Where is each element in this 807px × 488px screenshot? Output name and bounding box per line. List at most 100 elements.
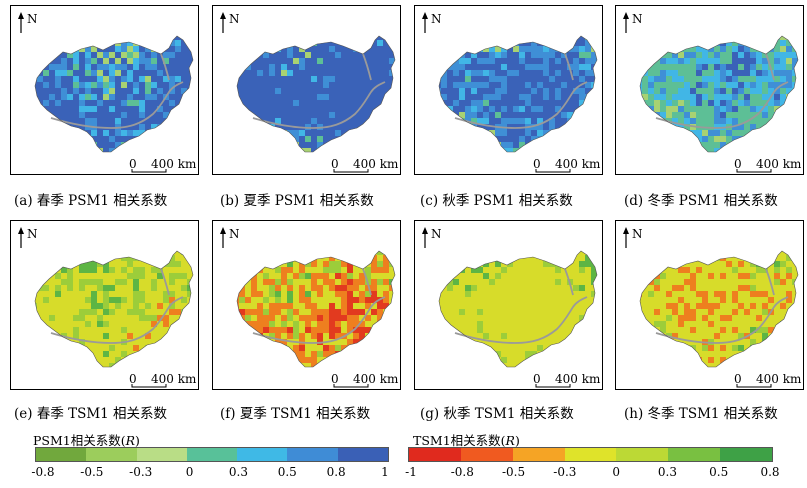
scale-zero-label: 0 xyxy=(331,157,339,171)
map-panel-a: N 0 400 km xyxy=(10,5,199,175)
psm-legend-colorbar xyxy=(35,447,389,462)
psm-legend-swatch xyxy=(86,448,137,461)
map-panel-d: N 0 400 km xyxy=(615,5,804,175)
panel-caption: (e) 春季 TSM1 相关系数 xyxy=(14,406,168,422)
north-label: N xyxy=(27,12,38,26)
psm-legend-title-var: R xyxy=(125,433,136,448)
scale-zero-label: 0 xyxy=(129,372,137,386)
north-label: N xyxy=(229,227,240,241)
psm-legend-tick: -0.3 xyxy=(129,465,153,479)
psm-legend-tick: -0.5 xyxy=(80,465,104,479)
north-arrow-icon xyxy=(220,227,226,248)
scale-bar xyxy=(333,384,369,388)
psm-legend-title: PSM1相关系数(R) xyxy=(33,430,140,449)
scale-zero-label: 0 xyxy=(129,157,137,171)
scale-bar xyxy=(131,384,167,388)
correlation-map xyxy=(623,227,799,388)
tsm-legend-swatch xyxy=(720,448,773,461)
tsm-legend-title: TSM1相关系数(R) xyxy=(413,430,520,449)
scale-bar xyxy=(736,169,772,173)
scale-zero-label: 0 xyxy=(533,157,541,171)
psm-legend-swatch xyxy=(136,448,187,461)
north-label: N xyxy=(632,227,643,241)
scale-bar xyxy=(535,384,571,388)
panel-caption: (f) 夏季 TSM1 相关系数 xyxy=(220,406,371,422)
correlation-map xyxy=(422,12,598,173)
psm-legend-title-suffix: ) xyxy=(135,433,140,448)
tsm-legend-tick: 0.8 xyxy=(760,465,780,479)
scale-distance-label: 400 km xyxy=(353,157,399,171)
panel-caption: (g) 秋季 TSM1 相关系数 xyxy=(420,406,574,422)
panel-caption: (d) 冬季 PSM1 相关系数 xyxy=(624,193,778,209)
tsm-legend-title-var: R xyxy=(505,433,515,448)
correlation-map xyxy=(18,12,194,173)
psm-legend-tick: 1 xyxy=(381,465,389,479)
psm-legend-tick: 0.8 xyxy=(326,465,346,479)
scale-distance-label: 400 km xyxy=(756,157,802,171)
north-arrow-icon xyxy=(422,12,428,33)
north-label: N xyxy=(431,12,442,26)
psm-legend-swatch xyxy=(186,448,238,461)
tsm-legend-tick: -1 xyxy=(405,465,417,479)
correlation-map xyxy=(18,227,194,388)
scale-bar xyxy=(131,169,167,173)
map-panel-e: N 0 400 km xyxy=(10,220,199,390)
tsm-legend-tick: -0.5 xyxy=(501,465,526,479)
tsm-legend-tick: -0.8 xyxy=(450,465,474,479)
psm-legend-title-prefix: PSM1相关系数( xyxy=(33,433,126,448)
scale-distance-label: 400 km xyxy=(353,372,399,386)
north-arrow-icon xyxy=(220,12,226,33)
psm-legend-tick: 0.3 xyxy=(228,465,248,479)
psm-legend-tick: 0 xyxy=(185,465,194,479)
map-panel-h: N 0 400 km xyxy=(615,220,804,390)
map-panel-g: N 0 400 km xyxy=(414,220,603,390)
map-panel-c: N 0 400 km xyxy=(414,5,603,175)
correlation-map xyxy=(220,12,396,173)
tsm-legend-swatch xyxy=(460,448,513,461)
north-arrow-icon xyxy=(422,227,428,248)
tsm-legend-title-prefix: TSM1相关系数( xyxy=(413,433,506,448)
tsm-legend-swatch xyxy=(409,448,461,461)
map-panel-b: N 0 400 km xyxy=(212,5,401,175)
psm-legend-swatch xyxy=(287,448,338,461)
panel-caption: (h) 冬季 TSM1 相关系数 xyxy=(624,406,778,422)
panel-caption: (b) 夏季 PSM1 相关系数 xyxy=(220,193,374,209)
psm-legend-swatch xyxy=(237,448,288,461)
tsm-legend-swatch xyxy=(668,448,721,461)
psm-legend-swatch xyxy=(36,448,87,461)
scale-distance-label: 400 km xyxy=(151,157,197,171)
scale-bar xyxy=(333,169,369,173)
scale-bar xyxy=(736,384,772,388)
north-label: N xyxy=(229,12,240,26)
correlation-map xyxy=(623,12,799,173)
scale-bar xyxy=(535,169,571,173)
panel-caption: (c) 秋季 PSM1 相关系数 xyxy=(420,193,573,209)
scale-zero-label: 0 xyxy=(734,157,742,171)
north-label: N xyxy=(27,227,38,241)
panel-caption: (a) 春季 PSM1 相关系数 xyxy=(14,193,168,209)
correlation-map xyxy=(220,227,396,388)
psm-legend-tick: -0.8 xyxy=(31,465,55,479)
tsm-legend-tick: -0.3 xyxy=(553,465,577,479)
north-arrow-icon xyxy=(18,12,24,33)
tsm-legend-swatch xyxy=(512,448,565,461)
tsm-legend-tick: 0.5 xyxy=(709,465,729,479)
map-panel-f: N 0 400 km xyxy=(212,220,401,390)
north-arrow-icon xyxy=(18,227,24,248)
tsm-legend-title-suffix: ) xyxy=(514,433,520,448)
scale-distance-label: 400 km xyxy=(756,372,802,386)
north-label: N xyxy=(632,12,643,26)
correlation-map xyxy=(422,227,598,388)
psm-legend-tick: 0.5 xyxy=(277,465,297,479)
scale-distance-label: 400 km xyxy=(555,372,601,386)
tsm-legend-swatch xyxy=(616,448,669,461)
north-label: N xyxy=(431,227,442,241)
tsm-legend-colorbar xyxy=(408,447,773,462)
scale-zero-label: 0 xyxy=(331,372,339,386)
scale-zero-label: 0 xyxy=(734,372,742,386)
north-arrow-icon xyxy=(623,12,629,33)
tsm-legend-tick: 0 xyxy=(612,465,620,479)
scale-zero-label: 0 xyxy=(533,372,541,386)
scale-distance-label: 400 km xyxy=(555,157,601,171)
tsm-legend-swatch xyxy=(564,448,617,461)
